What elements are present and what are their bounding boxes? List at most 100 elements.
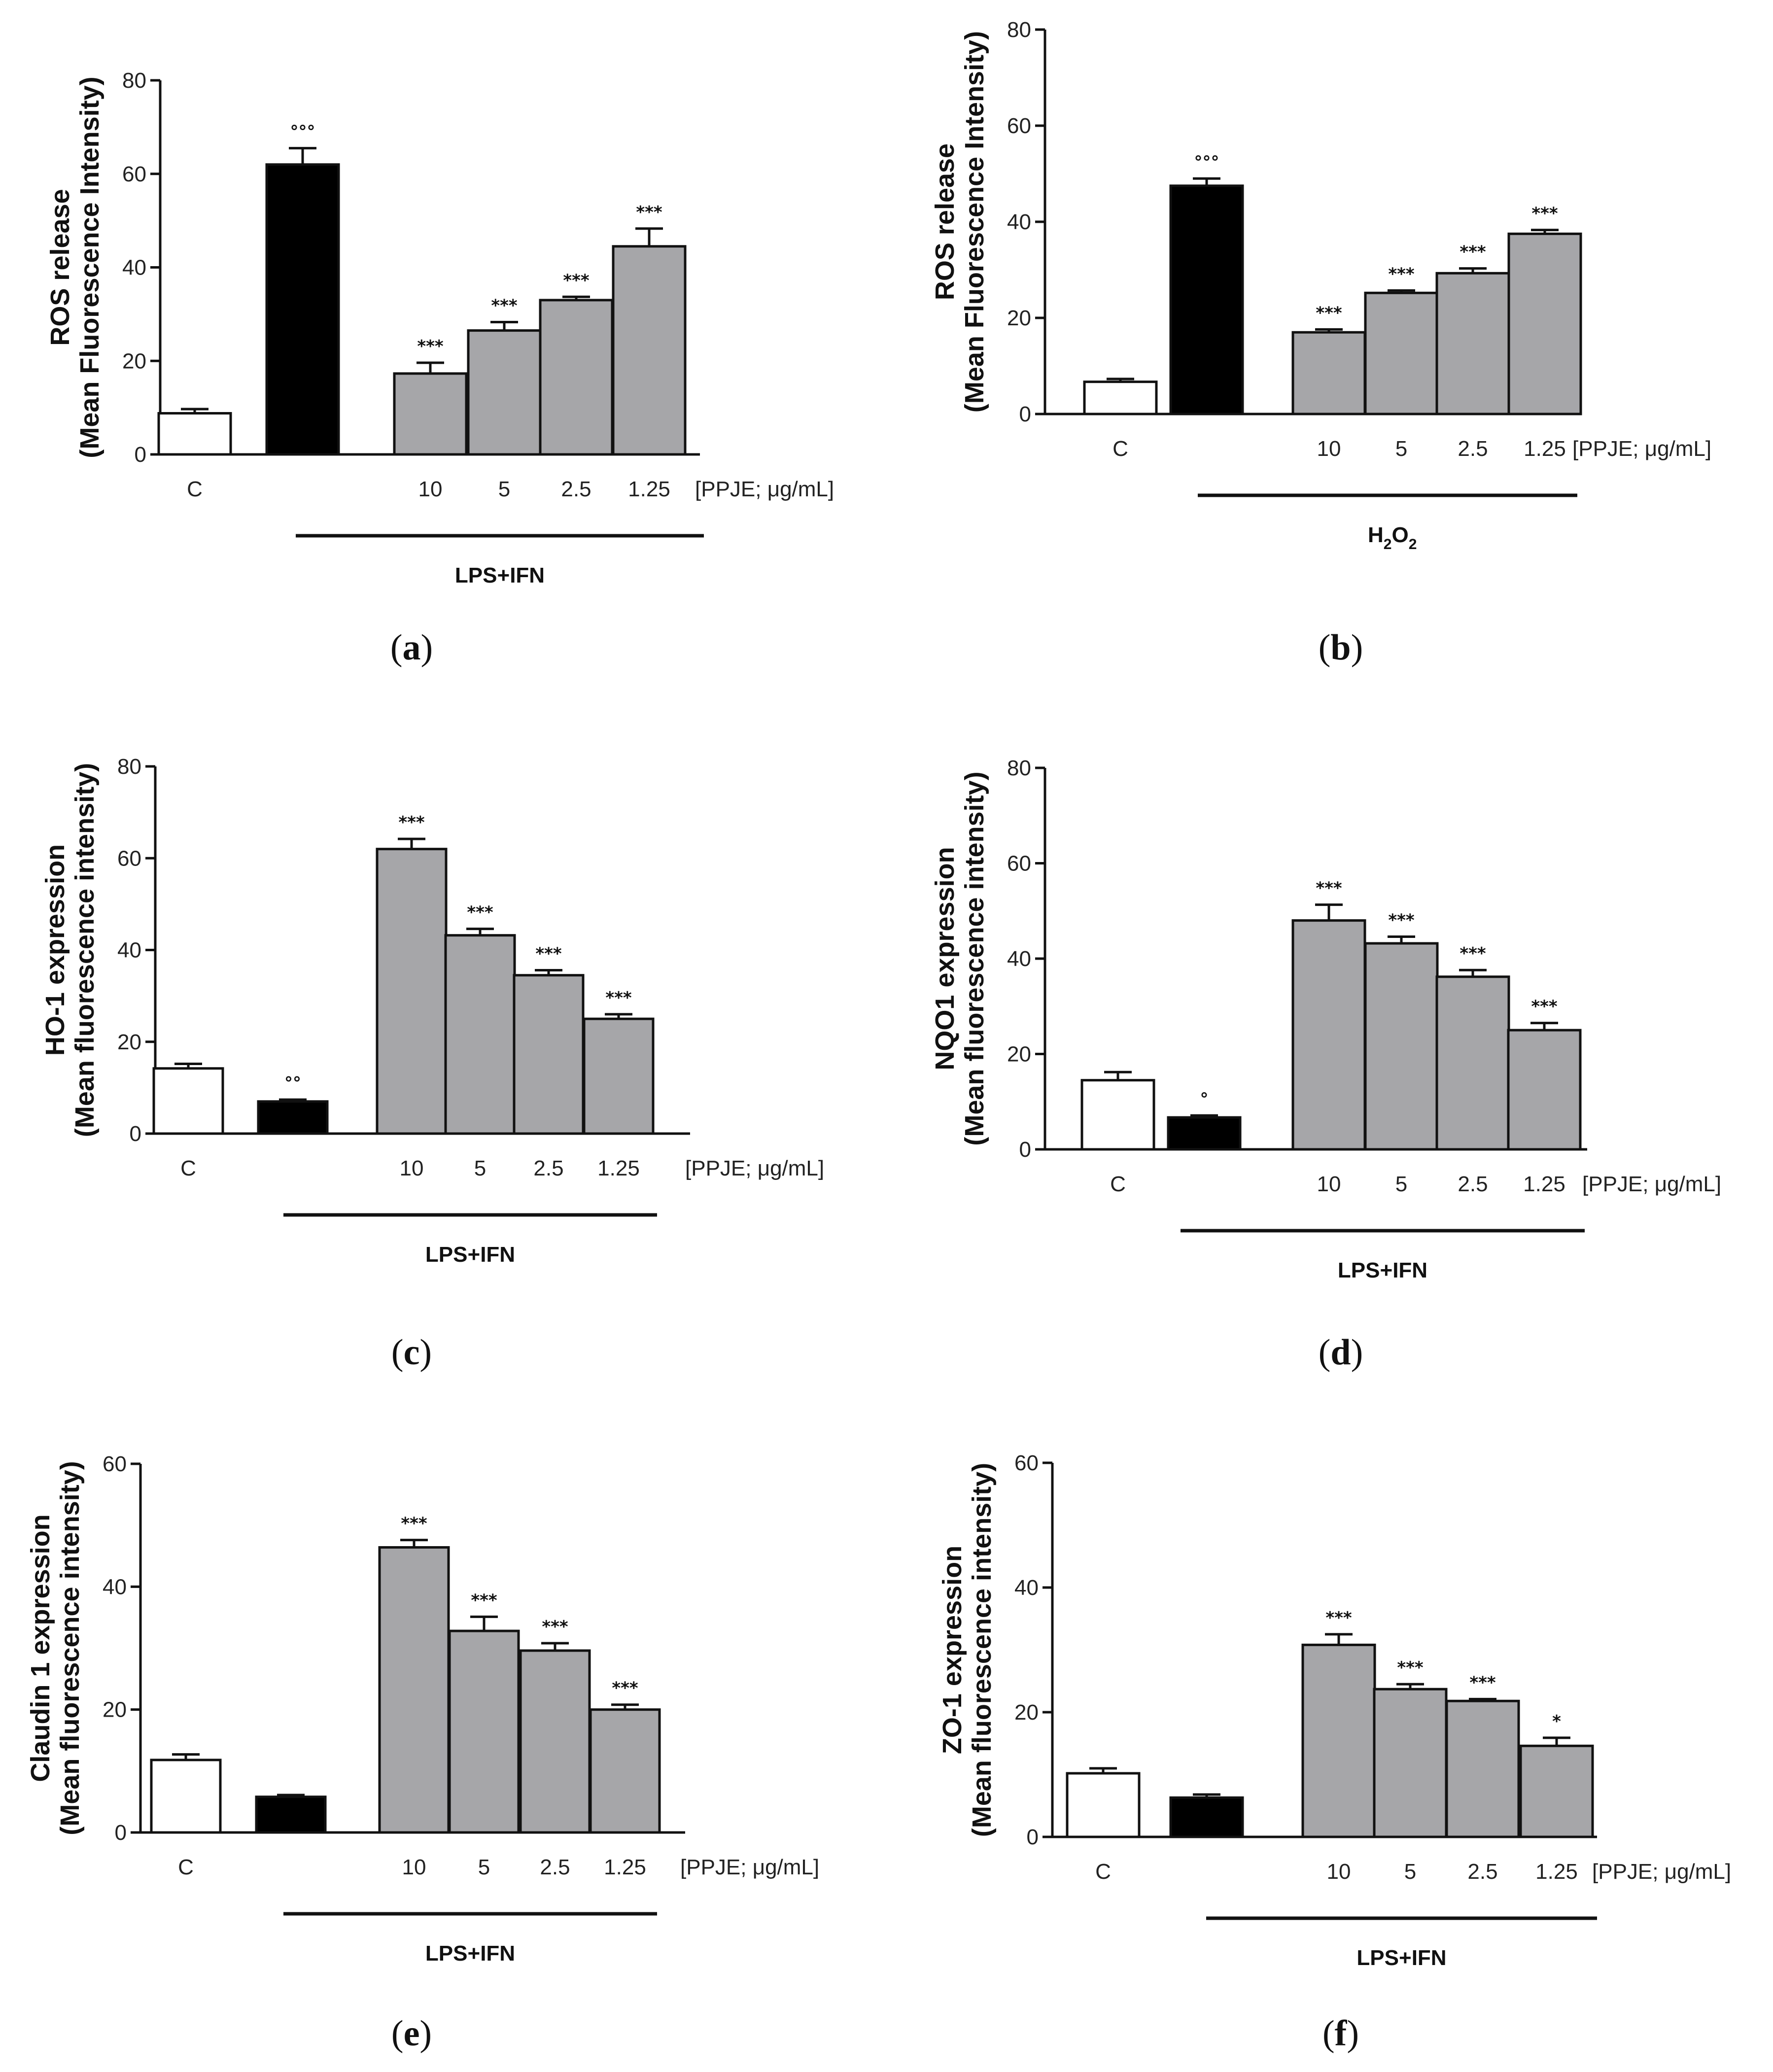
caption-open-paren: ( — [391, 1332, 404, 1373]
significance-label: °°° — [290, 122, 315, 142]
y-tick-label: 0 — [1019, 1138, 1031, 1162]
bar — [1301, 1643, 1376, 1838]
significance-label: *** — [542, 1617, 568, 1637]
caption-close-paren: ) — [1347, 2013, 1359, 2054]
panel-caption: (e) — [391, 2013, 432, 2054]
caption-close-paren: ) — [1351, 1332, 1363, 1373]
x-tick-label: 5 — [1404, 1860, 1416, 1884]
y-tick-label: 20 — [103, 1698, 127, 1722]
significance-label: *** — [1531, 997, 1558, 1017]
bar — [467, 329, 542, 456]
bar — [539, 299, 614, 456]
caption-open-paren: ( — [1319, 627, 1331, 668]
y-tick-label: 40 — [117, 938, 141, 963]
bar — [1083, 380, 1158, 415]
significance-label: *** — [605, 988, 632, 1008]
caption-close-paren: ) — [1351, 627, 1363, 668]
x-tick-label: C — [178, 1855, 194, 1879]
bar — [1435, 272, 1510, 415]
bar — [255, 1796, 327, 1834]
y-axis-title: ROS release — [45, 189, 75, 345]
significance-label: *** — [535, 944, 562, 964]
bar — [150, 1759, 222, 1834]
panel-c: 0 20 40 60 80 HO-1 expression (Mean fluorescen… — [40, 755, 824, 1373]
x-tick-label: 2.5 — [1467, 1860, 1497, 1884]
group-label-sub2: 2 — [1409, 536, 1417, 553]
significance-label: °°° — [1194, 152, 1219, 172]
y-tick-label: 20 — [117, 1030, 141, 1054]
significance-label: *** — [1316, 879, 1342, 898]
bar — [257, 1100, 329, 1135]
y-tick-label: 0 — [1027, 1825, 1039, 1849]
y-tick-label: 20 — [1007, 1042, 1031, 1067]
caption-letter: c — [404, 1332, 420, 1373]
y-tick-label: 40 — [1007, 947, 1031, 971]
panel-caption: (f) — [1322, 2013, 1359, 2054]
x-tick-label: 10 — [1327, 1860, 1351, 1884]
y-tick-label: 60 — [122, 162, 146, 186]
x-tick-label: 10 — [418, 477, 443, 501]
y-tick-label: 40 — [1007, 210, 1031, 234]
x-tick-label: 1.25 — [604, 1855, 646, 1879]
significance-label: *** — [1316, 303, 1342, 323]
y-tick-label: 0 — [1019, 402, 1031, 426]
y-tick-label: 40 — [122, 256, 146, 280]
bar — [448, 1629, 520, 1834]
y-tick-label: 80 — [117, 755, 141, 779]
bar — [1373, 1688, 1448, 1838]
y-axis-subtitle: (Mean fluorescence intensity) — [967, 1463, 997, 1837]
group-label: LPS+IFN — [455, 563, 545, 587]
x-tick-label: 10 — [400, 1156, 424, 1180]
group-label: LPS+IFN — [1356, 1946, 1446, 1970]
unit-label: [PPJE; μg/mL] — [1592, 1860, 1731, 1884]
significance-label: ° — [1200, 1089, 1209, 1109]
y-axis-title: ZO-1 expression — [938, 1546, 967, 1754]
caption-letter: b — [1330, 627, 1351, 668]
bar — [513, 974, 585, 1135]
significance-label: *** — [1388, 910, 1415, 930]
panel-d: 0 20 40 60 80 NQO1 expression (Mean fluorescen… — [930, 756, 1721, 1373]
y-axis-subtitle: (Mean fluorescence intensity) — [70, 763, 100, 1137]
x-tick-label: C — [187, 477, 203, 501]
significance-label: *** — [471, 1590, 497, 1610]
significance-label: * — [1552, 1712, 1561, 1731]
y-tick-label: 40 — [1014, 1576, 1039, 1600]
bar — [1169, 184, 1244, 415]
bar — [1507, 1029, 1582, 1151]
group-label: LPS+IFN — [425, 1941, 515, 1966]
x-tick-label: 5 — [1395, 1172, 1407, 1196]
x-tick-label: C — [180, 1156, 196, 1180]
x-tick-label: 2.5 — [1458, 1172, 1488, 1196]
caption-open-paren: ( — [390, 627, 403, 668]
x-tick-label: 2.5 — [561, 477, 591, 501]
unit-label: [PPJE; μg/mL] — [695, 477, 834, 501]
panel-f: 0 20 40 60 ZO-1 expression (Mean fluorescence… — [938, 1451, 1731, 2054]
bar — [1507, 232, 1582, 415]
bar — [378, 1546, 450, 1834]
significance-label: *** — [1460, 242, 1486, 262]
y-axis-subtitle: (Mean Fluorescence Intensity) — [75, 76, 104, 458]
significance-label: *** — [401, 1514, 427, 1534]
panel-a: 0 20 40 60 80 ROS release (Mean Fluorescence I… — [45, 69, 834, 668]
significance-label: *** — [1531, 204, 1558, 224]
y-axis-title: HO-1 expression — [40, 844, 70, 1056]
y-tick-label: 60 — [1014, 1451, 1039, 1475]
y-tick-label: 20 — [122, 349, 146, 373]
panel-caption: (b) — [1319, 627, 1363, 668]
bar — [376, 848, 448, 1135]
y-tick-label: 0 — [115, 1821, 127, 1845]
x-tick-label: 5 — [1395, 437, 1407, 461]
caption-close-paren: ) — [419, 2013, 432, 2054]
x-tick-label: 2.5 — [540, 1855, 570, 1879]
significance-label: *** — [1325, 1608, 1352, 1628]
significance-label: *** — [1397, 1658, 1424, 1678]
bar — [583, 1017, 655, 1135]
caption-letter: d — [1330, 1332, 1351, 1373]
y-tick-label: 60 — [103, 1452, 127, 1476]
bar — [1364, 942, 1439, 1151]
group-label: LPS+IFN — [1338, 1258, 1427, 1282]
caption-close-paren: ) — [419, 1332, 432, 1373]
y-tick-label: 60 — [1007, 114, 1031, 138]
